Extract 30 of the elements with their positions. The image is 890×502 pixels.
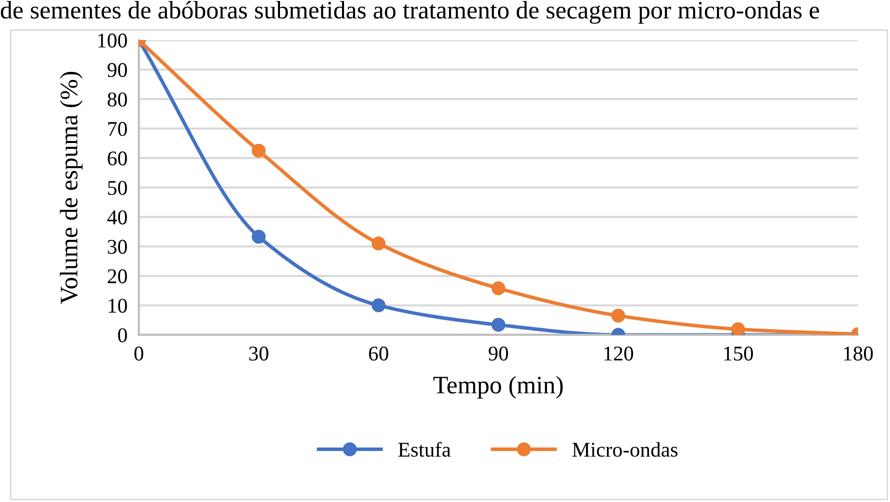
point — [372, 298, 386, 312]
y-tick-label: 60 — [108, 151, 127, 166]
chart-title: de sementes de abóboras submetidas ao tratamento de secagem por micro-ondas e — [0, 1, 819, 24]
y-tick-label: 80 — [108, 92, 127, 107]
x-tick-label: 150 — [724, 346, 753, 361]
x-axis-title: Tempo (min) — [433, 376, 563, 399]
legend-label: Estufa — [398, 442, 451, 457]
x-tick-label: 0 — [134, 346, 144, 361]
x-tick-label: 60 — [369, 346, 388, 361]
y-tick-label: 100 — [98, 34, 127, 48]
point — [611, 308, 626, 323]
point — [491, 281, 506, 296]
x-tick-label: 180 — [844, 346, 873, 361]
x-tick-label: 120 — [604, 346, 634, 361]
x-tick-label: 90 — [488, 346, 508, 361]
y-tick-label: 30 — [108, 240, 127, 254]
y-tick-label: 90 — [108, 63, 127, 78]
y-tick-label: 20 — [108, 269, 127, 284]
legend-label: Micro-ondas — [572, 442, 678, 457]
y-axis-title: Volume de espuma (%) — [60, 72, 83, 304]
y-tick-label: 70 — [108, 122, 127, 136]
point — [372, 236, 386, 250]
y-tick-label: 0 — [118, 328, 127, 342]
point — [491, 318, 506, 332]
y-tick-label: 10 — [108, 298, 127, 313]
x-tick-label: 30 — [249, 346, 268, 361]
point — [731, 322, 746, 335]
y-tick-label: 50 — [108, 180, 127, 195]
point — [252, 230, 266, 244]
y-tick-label: 40 — [107, 210, 127, 224]
